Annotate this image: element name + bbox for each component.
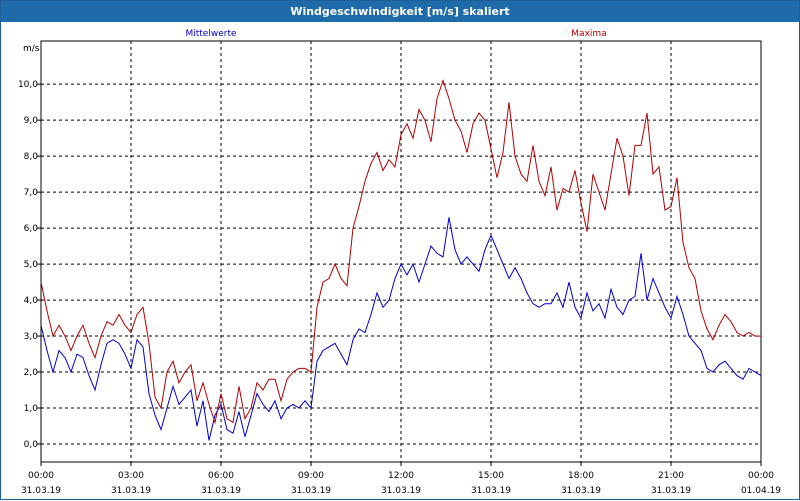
y-tick-label: 7,0 [24, 188, 39, 198]
x-tick-date: 31.03.19 [381, 486, 421, 496]
window-title: Windgeschwindigkeit [m/s] skaliert [1, 1, 799, 22]
x-tick-time: 15:00 [478, 471, 504, 481]
y-tick-label: 9,0 [24, 116, 39, 126]
series-line-mittelwerte [40, 217, 762, 441]
y-tick-label: 10,0 [18, 80, 38, 90]
legend-mittelwerte: Mittelwerte [185, 29, 236, 39]
x-tick-date: 31.03.19 [111, 486, 151, 496]
y-tick-label: 2,0 [24, 368, 39, 378]
y-tick-label: 6,0 [24, 224, 39, 234]
x-tick-date: 31.03.19 [471, 486, 511, 496]
x-tick-date: 31.03.19 [291, 486, 331, 496]
y-axis-ticks: 0,0 1,0 2,0 3,0 4,0 5,0 6,0 7,0 8,0 9,0 10,0 [18, 80, 41, 450]
x-tick-date: 31.03.19 [201, 486, 241, 496]
y-axis-unit-label: m/s [23, 44, 40, 54]
x-tick-time: 06:00 [208, 471, 234, 481]
x-axis-ticks: 00:00 31.03.19 03:00 31.03.19 06:00 31.03.19 0… [21, 462, 781, 496]
x-tick-time: 00:00 [748, 471, 774, 481]
y-tick-label: 3,0 [24, 332, 39, 342]
y-tick-label: 1,0 [24, 404, 39, 414]
x-tick-time: 00:00 [28, 471, 54, 481]
x-tick-time: 21:00 [658, 471, 684, 481]
legend-maxima: Maxima [571, 29, 606, 39]
y-tick-label: 5,0 [24, 260, 39, 270]
y-tick-label: 8,0 [24, 152, 39, 162]
y-tick-label: 0,0 [24, 440, 39, 450]
x-tick-date: 01.04.19 [741, 486, 781, 496]
chart-grid [40, 40, 762, 463]
series-line-maxima [40, 79, 761, 425]
data-lines [40, 79, 762, 441]
x-tick-date: 31.03.19 [561, 486, 601, 496]
y-tick-label: 4,0 [24, 296, 39, 306]
x-tick-time: 12:00 [388, 471, 414, 481]
x-tick-date: 31.03.19 [651, 486, 691, 496]
x-tick-time: 09:00 [298, 471, 324, 481]
x-tick-date: 31.03.19 [21, 486, 61, 496]
x-tick-time: 18:00 [568, 471, 594, 481]
x-tick-time: 03:00 [118, 471, 144, 481]
